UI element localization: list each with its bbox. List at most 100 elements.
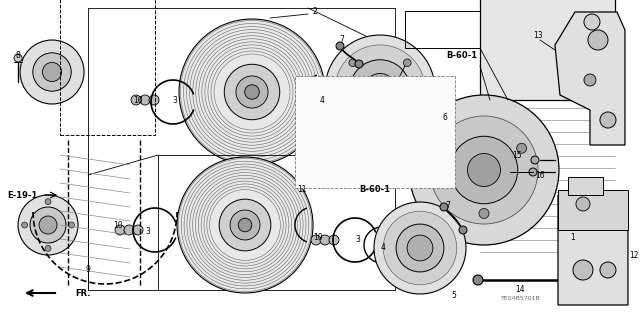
Circle shape [459, 226, 467, 234]
Circle shape [45, 199, 51, 204]
Bar [60, 0, 155, 135]
Text: 12: 12 [629, 250, 639, 259]
Text: 7: 7 [340, 35, 344, 44]
Text: 2: 2 [312, 8, 317, 17]
Circle shape [440, 203, 448, 211]
Circle shape [131, 95, 141, 105]
Circle shape [584, 74, 596, 86]
Text: 7: 7 [445, 201, 451, 210]
Circle shape [133, 225, 143, 235]
Text: TE04B5701B: TE04B5701B [501, 295, 541, 300]
Circle shape [325, 35, 435, 145]
Circle shape [403, 59, 411, 67]
Circle shape [30, 207, 66, 243]
Text: 10: 10 [133, 95, 143, 105]
Text: 3: 3 [145, 227, 150, 236]
Circle shape [576, 197, 590, 211]
Circle shape [244, 85, 259, 99]
Bar [480, 0, 615, 100]
Text: 10: 10 [113, 220, 123, 229]
Circle shape [39, 216, 57, 234]
Text: B-60-1: B-60-1 [360, 186, 390, 195]
Circle shape [329, 235, 339, 245]
Circle shape [441, 111, 449, 119]
Circle shape [42, 63, 61, 82]
Text: 11: 11 [297, 186, 307, 195]
Circle shape [140, 95, 150, 105]
Polygon shape [558, 195, 628, 305]
Circle shape [588, 30, 608, 50]
Text: 3: 3 [173, 95, 177, 105]
Circle shape [467, 153, 500, 187]
Circle shape [45, 245, 51, 251]
Text: FR.: FR. [75, 288, 90, 298]
Circle shape [364, 73, 397, 107]
Circle shape [349, 60, 410, 120]
Circle shape [479, 209, 489, 219]
Circle shape [529, 168, 537, 176]
Text: 6: 6 [442, 114, 447, 122]
Circle shape [573, 260, 593, 280]
Text: 16: 16 [535, 170, 545, 180]
Circle shape [355, 60, 363, 68]
Circle shape [450, 136, 518, 204]
Circle shape [349, 113, 356, 121]
Bar [295, 76, 455, 188]
Text: 3: 3 [356, 235, 360, 244]
Circle shape [115, 225, 125, 235]
Circle shape [14, 54, 22, 62]
Circle shape [18, 195, 78, 255]
Bar [558, 190, 628, 230]
Circle shape [335, 45, 425, 135]
Circle shape [349, 59, 356, 67]
Circle shape [236, 76, 268, 108]
Circle shape [442, 143, 451, 153]
Circle shape [600, 212, 616, 228]
Circle shape [68, 222, 74, 228]
Circle shape [573, 210, 593, 230]
Text: 5: 5 [452, 291, 456, 300]
Circle shape [403, 113, 411, 121]
Circle shape [430, 100, 440, 110]
Circle shape [124, 225, 134, 235]
Circle shape [224, 64, 280, 120]
Text: 8: 8 [15, 50, 20, 60]
Bar [568, 177, 603, 195]
Circle shape [374, 202, 466, 294]
Circle shape [430, 116, 538, 224]
Circle shape [177, 157, 313, 293]
Circle shape [179, 19, 325, 165]
Circle shape [581, 224, 593, 236]
Circle shape [473, 275, 483, 285]
Circle shape [396, 224, 444, 272]
Circle shape [383, 211, 457, 285]
Text: 1: 1 [571, 233, 575, 241]
Circle shape [584, 14, 600, 30]
Text: 15: 15 [512, 151, 522, 160]
Circle shape [33, 53, 71, 91]
Circle shape [311, 235, 321, 245]
Circle shape [600, 262, 616, 278]
Bar [405, 11, 480, 48]
Circle shape [600, 112, 616, 128]
Circle shape [516, 143, 527, 153]
Circle shape [407, 235, 433, 261]
Circle shape [230, 210, 260, 240]
Text: 4: 4 [319, 95, 324, 105]
Text: 13: 13 [533, 31, 543, 40]
Circle shape [336, 42, 344, 50]
Circle shape [238, 218, 252, 232]
Text: B-60-1: B-60-1 [447, 51, 477, 61]
Text: E-19-1: E-19-1 [8, 190, 38, 199]
Circle shape [409, 95, 559, 245]
Polygon shape [555, 12, 625, 145]
Circle shape [219, 199, 271, 251]
Circle shape [149, 95, 159, 105]
Text: 4: 4 [381, 243, 385, 253]
Text: 9: 9 [86, 265, 90, 275]
Text: 10: 10 [313, 234, 323, 242]
Circle shape [531, 156, 539, 164]
Text: 14: 14 [515, 286, 525, 294]
Circle shape [320, 235, 330, 245]
Circle shape [22, 222, 28, 228]
